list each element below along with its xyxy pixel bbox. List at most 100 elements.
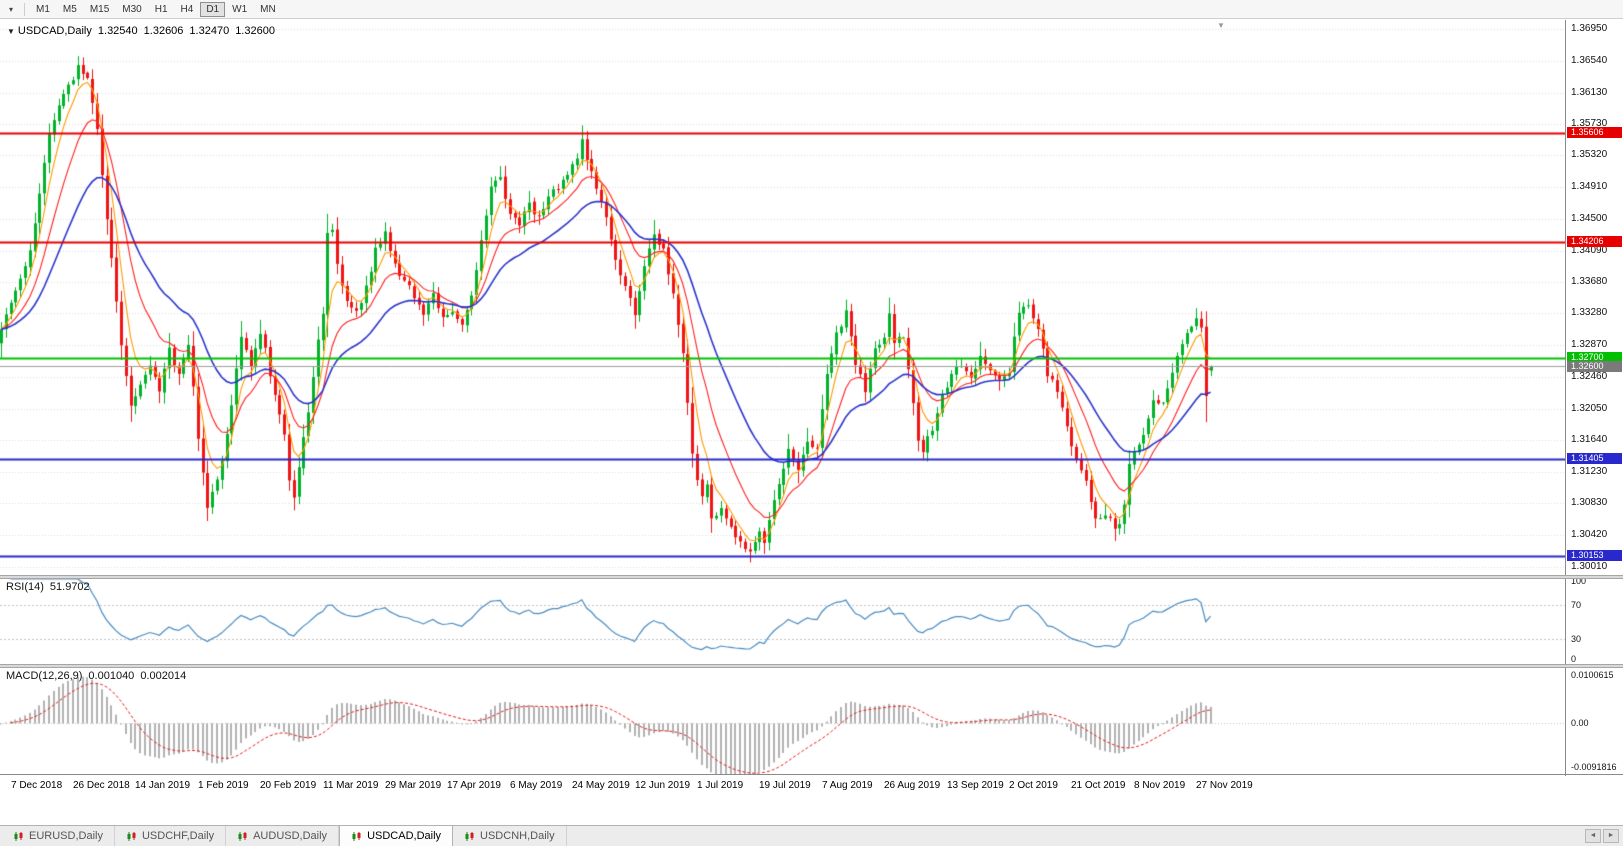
date-axis-label: 14 Jan 2019 <box>135 780 191 791</box>
ohlc-marker-icon: ▼ <box>7 27 15 36</box>
ohlc-open-value: 1.32540 <box>97 25 138 37</box>
date-axis-label: 26 Aug 2019 <box>884 780 941 791</box>
tab-scroll-left-button[interactable]: ◄ <box>1585 829 1601 843</box>
tab-audusd-daily[interactable]: AUDUSD,Daily <box>226 826 340 846</box>
price-axis-label: 1.31640 <box>1571 434 1608 446</box>
chart-title: ▼ USDCAD,Daily 1.32540 1.32606 1.32470 1.3260… <box>7 25 275 37</box>
chart-symbol-label: USDCAD,Daily <box>17 25 92 37</box>
tab-usdcad-daily[interactable]: USDCAD,Daily <box>339 826 454 846</box>
chart-tabs-bar: EURUSD,Daily USDCHF,Daily AUDUSD,Daily U… <box>0 825 1623 846</box>
level-price-label: 1.32700 <box>1567 352 1622 364</box>
tab-label: EURUSD,Daily <box>29 830 103 842</box>
macd-label: MACD(12,26,9) 0.001040 0.002014 <box>6 670 186 682</box>
tab-scrollbar: ◄ ► <box>1585 826 1623 846</box>
tab-scroll-right-button[interactable]: ► <box>1603 829 1619 843</box>
macd-name: MACD(12,26,9) <box>6 670 83 682</box>
macd-panel-canvas[interactable] <box>0 668 1565 774</box>
tab-usdcnh-daily[interactable]: USDCNH,Daily <box>453 826 567 846</box>
date-axis-label: 7 Aug 2019 <box>822 780 873 791</box>
date-axis-label: 13 Sep 2019 <box>947 780 1004 791</box>
level-price-label: 1.34206 <box>1567 235 1622 247</box>
date-axis-label: 11 Mar 2019 <box>323 780 379 791</box>
chart-shift-marker-icon[interactable]: ▼ <box>1217 21 1225 30</box>
price-axis-label: 1.34090 <box>1571 244 1608 256</box>
rsi-name: RSI(14) <box>6 581 44 593</box>
chart-tab-icon <box>13 831 24 842</box>
rsi-panel-canvas[interactable] <box>0 579 1565 664</box>
rsi-value: 51.9702 <box>49 581 90 593</box>
price-axis-label: 1.32050 <box>1571 402 1608 414</box>
price-axis-label: 1.33280 <box>1571 307 1608 319</box>
timeframe-m5-button[interactable]: M5 <box>57 2 83 17</box>
level-price-label: 1.35606 <box>1567 127 1622 139</box>
date-axis-label: 2 Oct 2019 <box>1009 780 1058 791</box>
timeframe-m15-button[interactable]: M15 <box>84 2 115 17</box>
tab-usdchf-daily[interactable]: USDCHF,Daily <box>115 826 227 846</box>
macd-axis-label: 0.00 <box>1571 718 1589 728</box>
level-price-label: 1.30153 <box>1567 549 1622 561</box>
panel-splitter-macd[interactable] <box>0 664 1623 668</box>
date-axis-label: 21 Oct 2019 <box>1071 780 1126 791</box>
price-axis-label: 1.34910 <box>1571 181 1608 193</box>
ohlc-high-value: 1.32606 <box>143 25 184 37</box>
date-axis-label: 19 Jul 2019 <box>759 780 811 791</box>
ohlc-close-value: 1.32600 <box>235 25 275 37</box>
chart-tab-icon <box>351 831 362 842</box>
ohlc-low-value: 1.32470 <box>189 25 230 37</box>
rsi-axis-label: 30 <box>1571 634 1582 644</box>
rsi-axis-label: 0 <box>1571 654 1577 664</box>
date-axis-label: 12 Jun 2019 <box>635 780 691 791</box>
timeframe-mn-button[interactable]: MN <box>254 2 282 17</box>
date-axis-label: 24 May 2019 <box>572 780 630 791</box>
timeframe-d1-button[interactable]: D1 <box>200 1 226 17</box>
price-axis-label: 1.30420 <box>1571 528 1608 540</box>
chart-dropdown-button[interactable]: ▾ <box>3 2 19 17</box>
price-axis-label: 1.30830 <box>1571 497 1608 509</box>
macd-main-value: 0.001040 <box>88 670 135 682</box>
chart-tab-icon <box>126 831 137 842</box>
tab-eurusd-daily[interactable]: EURUSD,Daily <box>2 826 115 846</box>
timeframe-toolbar: ▾ M1 M5 M15 M30 H1 H4 D1 W1 MN <box>0 0 1623 19</box>
price-axis-label: 1.33680 <box>1571 276 1608 288</box>
price-axis-label: 1.35730 <box>1571 117 1608 129</box>
caret-down-icon: ▾ <box>9 4 14 14</box>
price-axis-label: 1.36130 <box>1571 86 1608 98</box>
date-axis-label: 29 Mar 2019 <box>385 780 442 791</box>
date-axis-label: 26 Dec 2018 <box>73 780 130 791</box>
level-price-label: 1.31405 <box>1567 452 1622 464</box>
price-axis-label: 1.31230 <box>1571 466 1608 478</box>
price-chart-canvas[interactable] <box>0 20 1565 575</box>
price-axis-label: 1.34500 <box>1571 212 1608 224</box>
macd-axis-label: 0.0100615 <box>1571 670 1614 680</box>
date-axis[interactable]: 7 Dec 2018 26 Dec 2018 14 Jan 2019 1 Feb 20… <box>0 776 1565 798</box>
price-axis-label: 1.36540 <box>1571 54 1608 66</box>
chart-tab-icon <box>464 831 475 842</box>
price-axis-label: 1.36950 <box>1571 23 1608 34</box>
date-axis-label: 17 Apr 2019 <box>447 780 501 791</box>
date-axis-label: 1 Jul 2019 <box>697 780 744 791</box>
tab-label: USDCHF,Daily <box>141 830 215 842</box>
tab-label: USDCAD,Daily <box>367 830 442 842</box>
rsi-label: RSI(14) 51.9702 <box>6 581 90 593</box>
date-axis-label: 7 Dec 2018 <box>11 780 63 791</box>
timeframe-h1-button[interactable]: H1 <box>149 2 174 17</box>
price-axis-label: 1.30010 <box>1571 560 1608 572</box>
tab-label: AUDUSD,Daily <box>253 830 328 842</box>
panel-splitter-rsi[interactable] <box>0 575 1623 579</box>
timeframe-w1-button[interactable]: W1 <box>226 2 253 17</box>
date-axis-separator <box>0 774 1623 775</box>
price-axis-label: 1.32870 <box>1571 339 1608 351</box>
tab-label: USDCNH,Daily <box>480 830 555 842</box>
date-axis-label: 8 Nov 2019 <box>1134 780 1186 791</box>
timeframe-m1-button[interactable]: M1 <box>30 2 56 17</box>
date-axis-label: 20 Feb 2019 <box>260 780 317 791</box>
timeframe-m30-button[interactable]: M30 <box>116 2 147 17</box>
price-scale[interactable]: 1.36950 1.36540 1.36130 1.35730 1.35320 1.349… <box>1565 20 1623 776</box>
timeframe-h4-button[interactable]: H4 <box>175 2 200 17</box>
rsi-axis-label: 70 <box>1571 600 1582 610</box>
toolbar-separator <box>24 2 26 16</box>
rsi-axis-label: 100 <box>1571 576 1587 586</box>
macd-axis-label: -0.0091816 <box>1571 762 1617 772</box>
date-axis-label: 27 Nov 2019 <box>1196 780 1253 791</box>
current-price-label: 1.32600 <box>1567 360 1622 372</box>
